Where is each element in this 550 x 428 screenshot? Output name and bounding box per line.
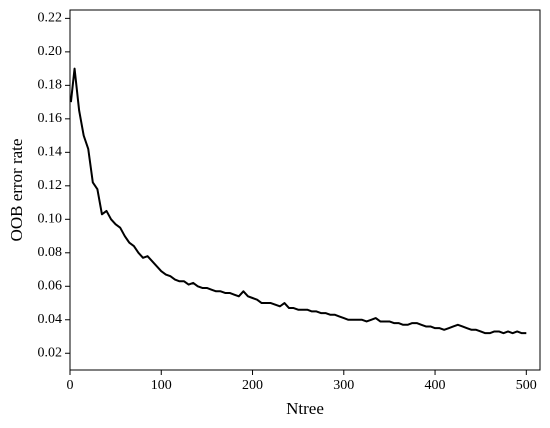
y-tick-label: 0.20 bbox=[38, 44, 63, 59]
y-tick-label: 0.16 bbox=[38, 111, 63, 126]
y-tick-label: 0.14 bbox=[38, 145, 63, 160]
x-tick-label: 500 bbox=[516, 378, 537, 393]
data-line bbox=[69, 67, 527, 335]
x-tick-label: 200 bbox=[242, 378, 263, 393]
y-tick-label: 0.12 bbox=[38, 178, 63, 193]
x-tick-label: 0 bbox=[67, 378, 74, 393]
y-tick-label: 0.02 bbox=[38, 345, 63, 360]
x-axis-label: Ntree bbox=[286, 399, 324, 418]
y-tick-label: 0.06 bbox=[38, 278, 63, 293]
y-tick-label: 0.18 bbox=[38, 78, 63, 93]
plot-frame bbox=[69, 9, 541, 371]
x-tick-label: 300 bbox=[333, 378, 354, 393]
y-tick-label: 0.08 bbox=[38, 245, 63, 260]
y-axis-label: OOB error rate bbox=[7, 139, 26, 242]
y-tick-label: 0.10 bbox=[38, 212, 63, 227]
y-tick-label: 0.22 bbox=[38, 11, 63, 26]
x-tick-label: 100 bbox=[151, 378, 172, 393]
x-tick-label: 400 bbox=[425, 378, 446, 393]
y-tick-label: 0.04 bbox=[38, 312, 63, 327]
